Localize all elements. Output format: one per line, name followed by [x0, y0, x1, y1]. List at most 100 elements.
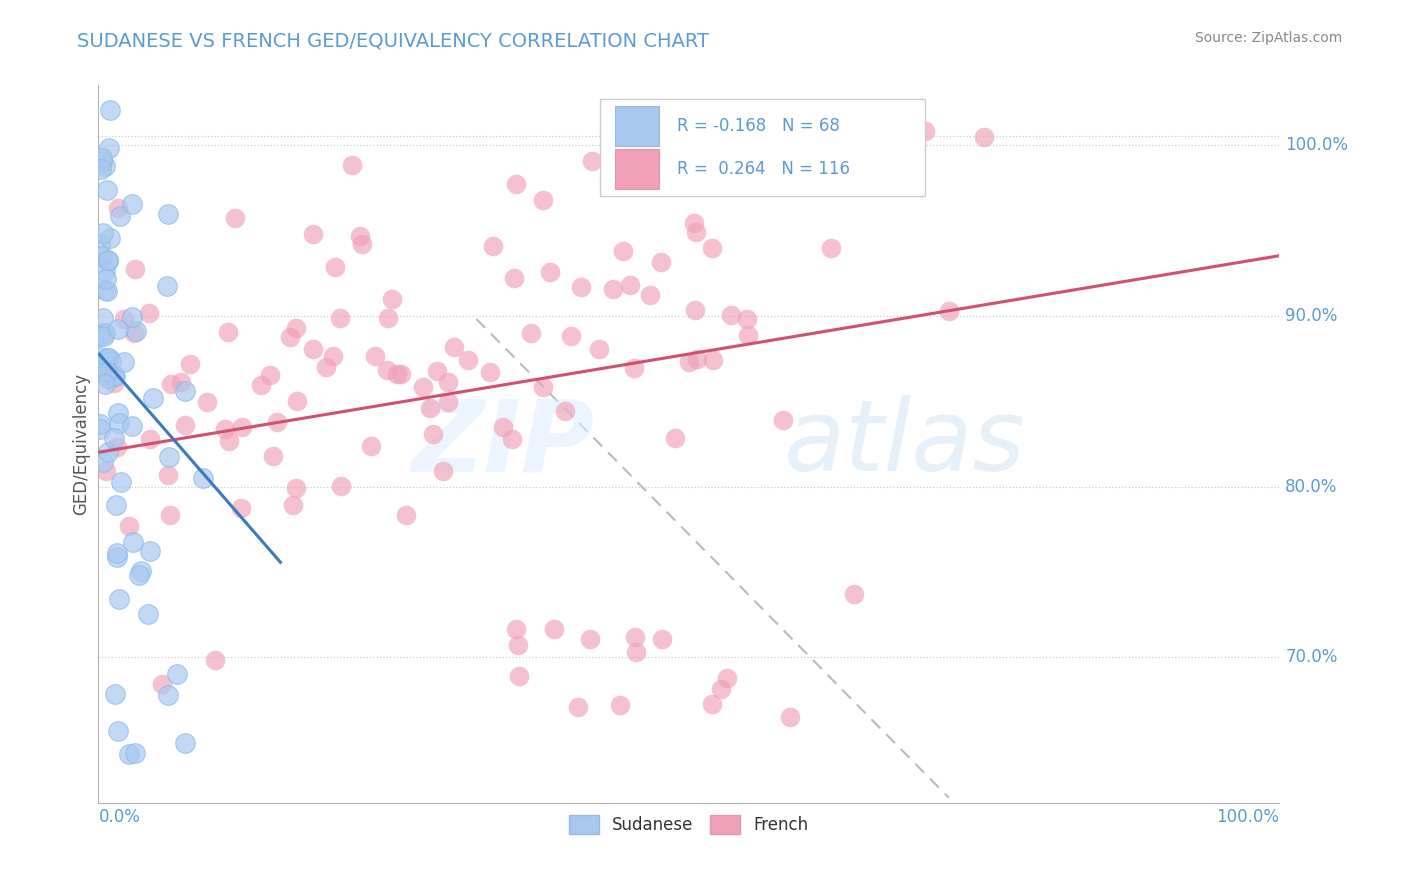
Point [118, 747, 141, 762]
Point [418, 401, 440, 416]
Point [174, 736, 197, 750]
Point [349, 229, 371, 244]
Point [664, 431, 686, 445]
Point [93, 376, 115, 391]
Point [569, 280, 592, 294]
Point [100, 103, 122, 118]
Point [90, 151, 112, 165]
Text: 100.0%: 100.0% [1285, 136, 1348, 153]
Point [129, 564, 152, 578]
Point [422, 426, 444, 441]
Point [100, 353, 122, 368]
Point [90, 161, 112, 176]
Point [262, 449, 284, 463]
Point [436, 395, 458, 409]
Point [157, 450, 180, 464]
Point [96, 368, 118, 382]
Point [97, 371, 120, 385]
Point [437, 375, 460, 389]
Point [914, 123, 936, 137]
Point [602, 282, 624, 296]
Point [121, 535, 143, 549]
Point [97, 253, 120, 268]
Point [107, 405, 129, 419]
Point [638, 288, 661, 302]
Point [375, 363, 398, 377]
Point [103, 368, 125, 383]
Point [97, 252, 120, 267]
Point [285, 394, 308, 409]
Point [93, 329, 115, 343]
Point [352, 237, 374, 252]
Point [412, 380, 434, 394]
Point [156, 279, 179, 293]
Point [138, 306, 160, 320]
Point [159, 508, 181, 523]
Point [508, 669, 530, 683]
Point [96, 464, 118, 478]
Point [97, 445, 120, 459]
Point [657, 147, 679, 161]
Point [96, 365, 118, 379]
Point [91, 226, 114, 240]
Point [94, 326, 117, 340]
Text: 0.0%: 0.0% [98, 808, 141, 826]
Point [700, 698, 723, 712]
Point [482, 239, 505, 253]
Point [624, 631, 647, 645]
Point [973, 130, 995, 145]
Point [170, 375, 193, 389]
Point [501, 432, 523, 446]
Point [94, 264, 117, 278]
Point [94, 159, 117, 173]
Point [329, 310, 352, 325]
Point [538, 265, 561, 279]
Point [89, 236, 111, 251]
Point [340, 158, 363, 172]
Point [623, 360, 645, 375]
Point [385, 367, 408, 381]
Point [579, 632, 602, 646]
Point [103, 431, 125, 445]
Point [588, 342, 610, 356]
Point [105, 440, 128, 454]
Point [505, 178, 527, 192]
Point [315, 360, 337, 375]
Point [121, 196, 143, 211]
Text: 70.0%: 70.0% [1285, 648, 1337, 666]
Point [389, 367, 412, 381]
Point [624, 645, 647, 659]
Point [156, 468, 179, 483]
Point [457, 353, 479, 368]
Point [195, 395, 218, 409]
Text: R =  0.264   N = 116: R = 0.264 N = 116 [678, 160, 851, 178]
Point [157, 688, 180, 702]
Point [432, 465, 454, 479]
Point [108, 592, 131, 607]
Point [141, 391, 163, 405]
Point [531, 380, 554, 394]
Point [103, 376, 125, 390]
Point [96, 284, 118, 298]
Point [609, 698, 631, 712]
Point [96, 183, 118, 197]
Point [98, 231, 121, 245]
Text: R = -0.168   N = 68: R = -0.168 N = 68 [678, 117, 839, 136]
Text: 90.0%: 90.0% [1285, 307, 1337, 325]
Text: 80.0%: 80.0% [1285, 477, 1337, 496]
Text: Source: ZipAtlas.com: Source: ZipAtlas.com [1195, 31, 1343, 45]
Point [193, 470, 215, 484]
Point [94, 272, 117, 286]
Point [567, 699, 589, 714]
Point [122, 326, 145, 340]
FancyBboxPatch shape [614, 149, 659, 188]
Point [654, 103, 676, 118]
Point [124, 261, 146, 276]
Point [218, 325, 240, 339]
Point [581, 153, 603, 168]
Point [323, 260, 346, 274]
Point [772, 413, 794, 427]
Point [683, 216, 706, 230]
Point [844, 587, 866, 601]
Point [96, 351, 118, 365]
